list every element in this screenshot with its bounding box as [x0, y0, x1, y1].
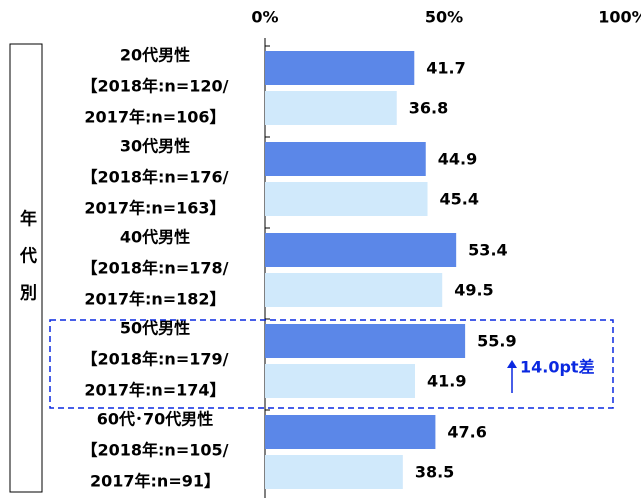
value-label: 47.6: [447, 423, 486, 442]
category-label: 60代･70代男性: [97, 410, 214, 429]
highlight-box: [49, 319, 614, 409]
value-label: 41.7: [426, 59, 465, 78]
category-label: 2017年:n=91】: [90, 472, 220, 491]
x-tick-label: 0%: [251, 8, 278, 27]
category-label: 2017年:n=106】: [84, 108, 225, 127]
category-label: 【2018年:n=179/: [82, 350, 229, 369]
category-label: 2017年:n=163】: [84, 199, 225, 218]
bar: [265, 415, 436, 449]
category-label: 30代男性: [120, 137, 190, 156]
bar: [265, 51, 415, 85]
category-label: 【2018年:n=120/: [82, 77, 229, 96]
bar: [265, 233, 457, 267]
bar: [265, 182, 428, 216]
bar: [265, 455, 403, 489]
annotation-arrowhead: [507, 360, 517, 368]
bar: [265, 364, 416, 398]
group-box: [9, 43, 43, 493]
value-label: 45.4: [440, 190, 479, 209]
x-tick-label: 50%: [425, 8, 463, 27]
category-label: 20代男性: [120, 46, 190, 65]
category-label: 【2018年:n=178/: [82, 259, 229, 278]
value-label: 53.4: [468, 241, 507, 260]
x-tick-label: 100%: [598, 8, 641, 27]
category-label: 2017年:n=174】: [84, 381, 225, 400]
group-label: 年代別: [16, 208, 38, 320]
value-label: 38.5: [415, 463, 454, 482]
bar: [265, 91, 397, 125]
annotation: 14.0pt差: [520, 358, 595, 377]
value-label: 36.8: [409, 99, 448, 118]
bar: [265, 142, 426, 176]
value-label: 44.9: [438, 150, 477, 169]
value-label: 49.5: [454, 281, 493, 300]
category-label: 40代男性: [120, 228, 190, 247]
category-label: 【2018年:n=176/: [82, 168, 229, 187]
category-label: 2017年:n=182】: [84, 290, 225, 309]
bar: [265, 273, 443, 307]
value-label: 41.9: [427, 372, 466, 391]
bar: [265, 324, 466, 358]
category-label: 50代男性: [120, 319, 190, 338]
category-label: 【2018年:n=105/: [82, 441, 229, 460]
value-label: 55.9: [477, 332, 516, 351]
